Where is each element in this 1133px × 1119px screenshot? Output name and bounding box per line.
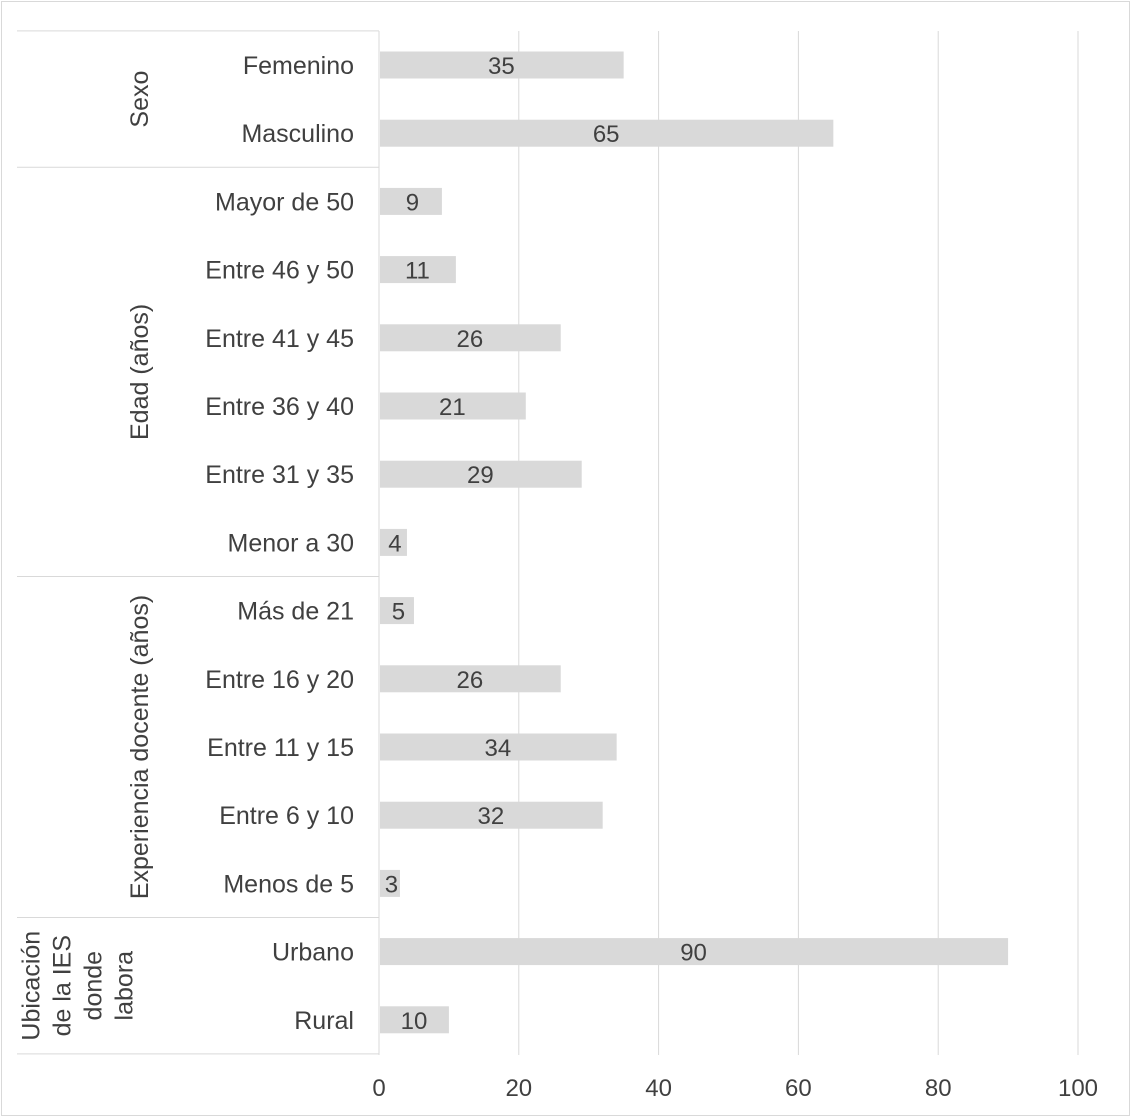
group-label-line: de la IES — [49, 935, 77, 1036]
bars: 35 65 9 11 26 21 29 4 5 26 34 32 3 90 10 — [380, 51, 1009, 1035]
category-label-entre-31-y-35: Entre 31 y 35 — [205, 461, 354, 489]
bar-value-label-entre-46-y-50: 11 — [405, 258, 430, 285]
group-label-line: labora — [111, 951, 139, 1021]
category-label-mayor-de-50: Mayor de 50 — [215, 188, 354, 216]
category-label-urbano: Urbano — [272, 939, 354, 967]
x-tick-labels: 0 20 40 60 80 100 — [372, 1075, 1098, 1102]
category-label-entre-6-y-10: Entre 6 y 10 — [219, 802, 354, 830]
bar-entre-16-y-20 — [380, 665, 561, 693]
group-label-experiencia-docente-anos: Experiencia docente (años) — [126, 595, 154, 899]
bar-value-label-entre-16-y-20: 26 — [457, 667, 484, 694]
gridlines — [518, 31, 1079, 1055]
bar-value-label-mas-de-21: 5 — [392, 599, 405, 626]
bar-entre-31-y-35 — [380, 460, 582, 488]
bar-mayor-de-50 — [380, 187, 442, 215]
bar-value-label-urbano: 90 — [680, 940, 707, 967]
group-labels: Sexo Edad (años) Experiencia docente (años… — [18, 71, 155, 1041]
bar-rural — [380, 1006, 449, 1034]
group-label-line: donde — [80, 951, 108, 1021]
bar-entre-41-y-45 — [380, 324, 561, 352]
category-label-entre-36-y-40: Entre 36 y 40 — [205, 393, 354, 421]
x-tick-label-20: 20 — [505, 1075, 532, 1102]
group-label-sexo: Sexo — [126, 71, 154, 128]
group-label-line: Sexo — [126, 71, 154, 128]
category-label-femenino: Femenino — [243, 52, 354, 80]
bar-menos-de-5 — [380, 869, 400, 897]
category-label-mas-de-21: Más de 21 — [237, 598, 354, 626]
category-label-masculino: Masculino — [241, 120, 354, 148]
group-label-ubicacion-de-la-ies-donde-labora: Ubicación de la IES donde labora — [18, 931, 139, 1041]
bar-value-label-femenino: 35 — [488, 53, 515, 80]
bar-value-label-rural: 10 — [401, 1008, 428, 1035]
x-tick-label-100: 100 — [1058, 1075, 1098, 1102]
category-label-menor-a-30: Menor a 30 — [228, 529, 354, 557]
x-tick-label-60: 60 — [785, 1075, 812, 1102]
bar-entre-6-y-10 — [380, 801, 603, 829]
category-label-menos-de-5: Menos de 5 — [223, 870, 354, 898]
bar-entre-46-y-50 — [380, 256, 456, 284]
x-tick-label-0: 0 — [372, 1075, 385, 1102]
bar-value-label-masculino: 65 — [593, 121, 620, 148]
group-dividers — [17, 30, 380, 1055]
bar-entre-36-y-40 — [380, 392, 526, 420]
group-label-line: Ubicación — [18, 931, 46, 1041]
category-label-entre-11-y-15: Entre 11 y 15 — [207, 734, 354, 762]
group-label-line: Edad (años) — [126, 304, 154, 440]
bar-menor-a-30 — [380, 528, 407, 556]
category-label-entre-41-y-45: Entre 41 y 45 — [205, 325, 354, 353]
bar-value-label-entre-31-y-35: 29 — [467, 462, 494, 489]
bar-value-label-entre-41-y-45: 26 — [457, 326, 484, 353]
x-tick-label-40: 40 — [645, 1075, 672, 1102]
bar-entre-11-y-15 — [380, 733, 617, 761]
group-label-edad-anos: Edad (años) — [126, 304, 154, 440]
bar-masculino — [380, 119, 834, 147]
bar-value-label-menos-de-5: 3 — [385, 871, 398, 898]
bar-urbano — [380, 938, 1009, 966]
bar-value-label-entre-6-y-10: 32 — [477, 803, 504, 830]
x-tick-label-80: 80 — [925, 1075, 952, 1102]
bar-value-label-entre-11-y-15: 34 — [484, 735, 511, 762]
bar-mas-de-21 — [380, 597, 414, 625]
bar-value-label-mayor-de-50: 9 — [406, 189, 419, 216]
category-label-rural: Rural — [294, 1007, 354, 1035]
bar-value-label-entre-36-y-40: 21 — [439, 394, 466, 421]
category-label-entre-46-y-50: Entre 46 y 50 — [205, 257, 354, 285]
group-label-line: Experiencia docente (años) — [126, 595, 154, 899]
bar-value-label-menor-a-30: 4 — [388, 530, 401, 557]
bar-femenino — [380, 51, 624, 79]
category-label-entre-16-y-20: Entre 16 y 20 — [205, 666, 354, 694]
category-labels: Femenino Masculino Mayor de 50 Entre 46 y 5… — [205, 52, 354, 1035]
